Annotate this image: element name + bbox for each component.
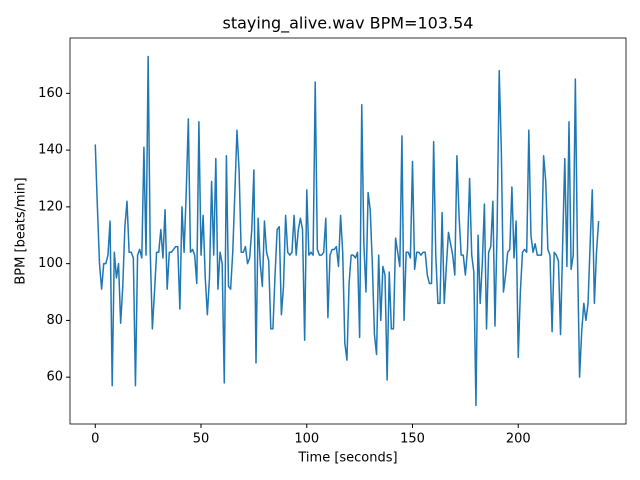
- x-tick-label: 0: [91, 432, 99, 447]
- y-tick-label: 120: [38, 199, 63, 214]
- data-line: [94, 55, 600, 407]
- x-axis-label: Time [seconds]: [297, 451, 397, 466]
- y-tick-label: 140: [38, 143, 63, 158]
- y-tick-label: 160: [38, 86, 63, 101]
- x-tick-label: 150: [400, 432, 425, 447]
- y-axis-label: BPM [beats/min]: [14, 177, 29, 284]
- chart-title: staying_alive.wav BPM=103.54: [223, 14, 474, 34]
- x-tick-label: 100: [294, 432, 319, 447]
- y-tick-label: 80: [46, 313, 63, 328]
- y-tick-label: 100: [38, 256, 63, 271]
- y-tick-label: 60: [46, 370, 63, 385]
- plot-frame: [69, 37, 627, 425]
- x-tick-label: 200: [506, 432, 531, 447]
- x-tick-label: 50: [193, 432, 210, 447]
